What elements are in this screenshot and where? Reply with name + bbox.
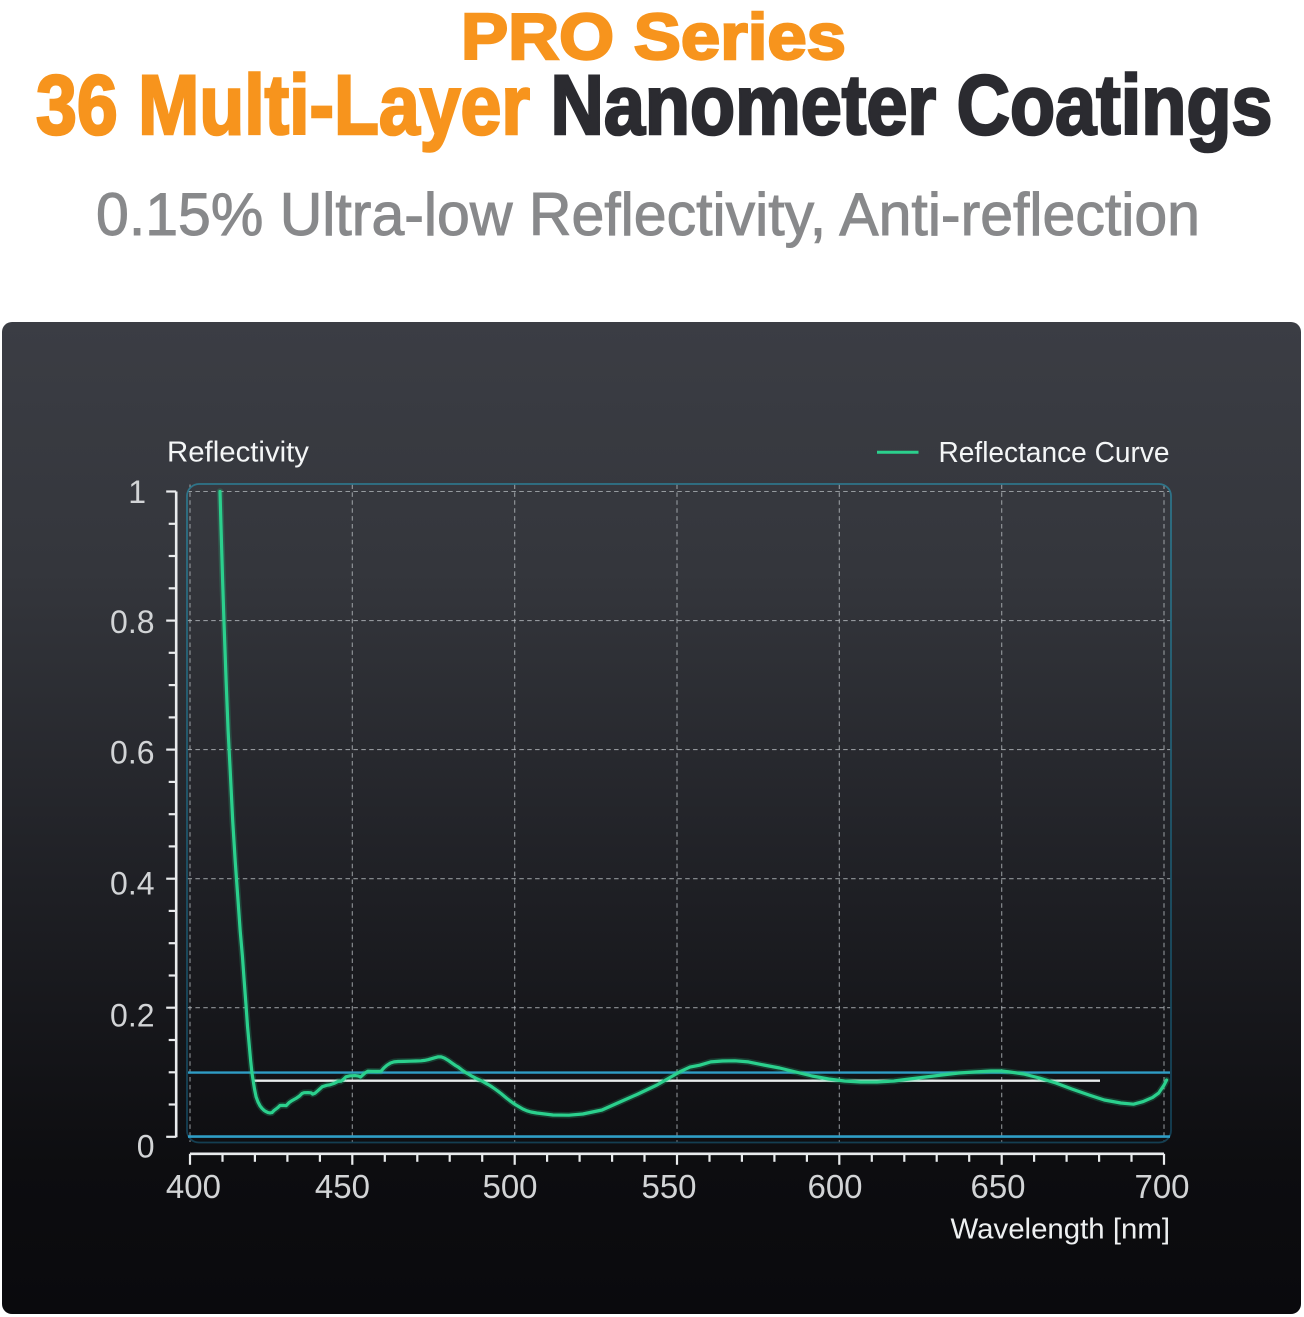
svg-text:Reflectivity: Reflectivity — [167, 437, 310, 469]
svg-text:700: 700 — [1134, 1168, 1189, 1205]
svg-text:36 Multi-Layer: 36 Multi-Layer — [36, 58, 530, 152]
svg-text:0.8: 0.8 — [110, 604, 154, 640]
svg-text:0.6: 0.6 — [110, 735, 154, 771]
svg-text:Reflectance Curve: Reflectance Curve — [939, 437, 1170, 469]
svg-text:0.4: 0.4 — [110, 866, 154, 902]
svg-text:0: 0 — [137, 1129, 155, 1165]
svg-text:400: 400 — [166, 1168, 221, 1205]
svg-text:Wavelength [nm]: Wavelength [nm] — [951, 1214, 1171, 1246]
svg-text:0.2: 0.2 — [110, 998, 154, 1034]
svg-text:Nanometer Coatings: Nanometer Coatings — [551, 58, 1273, 152]
svg-text:600: 600 — [807, 1168, 862, 1205]
svg-text:0.15% Ultra-low Reflectivity,: 0.15% Ultra-low Reflectivity, Anti-refle… — [96, 181, 1200, 248]
svg-text:650: 650 — [970, 1168, 1025, 1205]
svg-text:550: 550 — [641, 1168, 696, 1205]
svg-text:450: 450 — [315, 1168, 370, 1205]
svg-text:1: 1 — [128, 474, 146, 510]
svg-text:500: 500 — [482, 1168, 537, 1205]
svg-text:PRO Series: PRO Series — [461, 0, 846, 73]
